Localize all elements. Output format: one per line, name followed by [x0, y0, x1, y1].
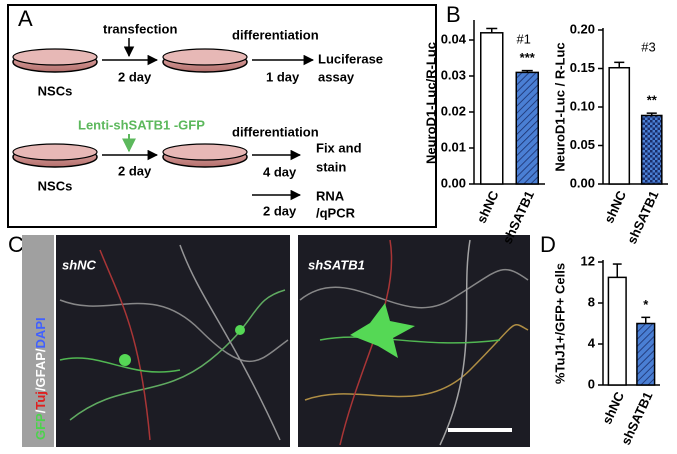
stain-label: GFP/Tuj/GFAP/DAPI [33, 317, 48, 440]
bar [608, 66, 631, 185]
label: differentiation [232, 124, 319, 139]
y-tick-label: 0.01 [441, 139, 466, 154]
bar [640, 114, 663, 185]
panel-label: A [18, 6, 33, 31]
label: 4 day [263, 164, 297, 179]
cell [119, 354, 131, 366]
panel-label: D [540, 232, 556, 257]
label: 1 day [266, 69, 300, 84]
chart-label: #1 [516, 31, 530, 46]
x-tick-label: shNC [599, 389, 627, 427]
bar [479, 32, 504, 185]
stain: / [33, 387, 48, 391]
label: RNA [316, 188, 345, 203]
dish [12, 48, 98, 66]
x-tick-label: shNC [601, 188, 629, 226]
label: 2 day [263, 203, 297, 218]
y-tick-label: 4 [588, 335, 596, 350]
panel-label: C [8, 232, 24, 257]
y-tick-label: 8 [588, 294, 595, 309]
dish [162, 48, 248, 66]
y-axis-label: NeuroD1-Luc/R-Luc [423, 42, 438, 164]
stain-strip [22, 235, 54, 447]
y-tick-label: 0.00 [441, 175, 466, 190]
y-axis-label: NeuroD1-Luc / R-Luc [552, 42, 567, 171]
dish [12, 143, 98, 161]
y-tick-label: 12 [581, 253, 595, 268]
panel-label: B [446, 2, 461, 27]
y-tick-label: 0.05 [570, 137, 595, 152]
label: /qPCR [316, 205, 356, 220]
stain: / [33, 409, 48, 413]
bar [515, 71, 540, 185]
stain: DAPI [33, 317, 48, 348]
micrographs: GFP/Tuj/GFAP/DAPI shNC shSATB1 [22, 235, 530, 447]
y-tick-label: 0.20 [570, 21, 595, 36]
chart-label: #3 [641, 39, 655, 54]
stain: Tuj [33, 391, 48, 410]
label: Lenti-shSATB1 -GFP [78, 117, 205, 132]
significance: *** [520, 50, 536, 65]
label: stain [316, 159, 346, 174]
y-tick-label: 0.04 [441, 31, 467, 46]
bar [607, 276, 627, 386]
diagram: NSCs transfection 2 day differentiation … [12, 21, 383, 220]
cell [235, 325, 245, 335]
label: 2 day [118, 69, 152, 84]
y-tick-label: 0.02 [441, 103, 466, 118]
x-tick-label: shNC [474, 188, 502, 226]
bar [636, 322, 656, 386]
label: 2 day [118, 163, 152, 178]
y-tick-label: 0.15 [570, 60, 595, 75]
label: NSCs [38, 83, 73, 98]
label: Luciferase [318, 51, 383, 66]
cell [350, 303, 415, 358]
stain: GFAP [33, 352, 48, 388]
y-tick-label: 0 [588, 376, 595, 391]
stain: / [33, 348, 48, 352]
label: differentiation [232, 27, 319, 42]
dish [162, 143, 248, 161]
image [56, 235, 290, 447]
label: Fix and [316, 140, 362, 155]
y-tick-label: 0.00 [570, 175, 595, 190]
y-tick-label: 0.10 [570, 98, 595, 113]
label: assay [318, 69, 355, 84]
significance: ** [647, 93, 658, 108]
y-tick-label: 0.03 [441, 67, 466, 82]
stain: GFP [33, 413, 48, 440]
panel-a-frame [7, 4, 437, 228]
x-tick-label: shSATB1 [624, 188, 662, 246]
y-axis-label: %TuJ1+/GFP+ Cells [552, 263, 567, 384]
image-label: shNC [62, 257, 97, 272]
significance: * [643, 297, 649, 312]
image-label: shSATB1 [308, 257, 365, 272]
label: NSCs [38, 178, 73, 193]
label: transfection [103, 21, 177, 36]
